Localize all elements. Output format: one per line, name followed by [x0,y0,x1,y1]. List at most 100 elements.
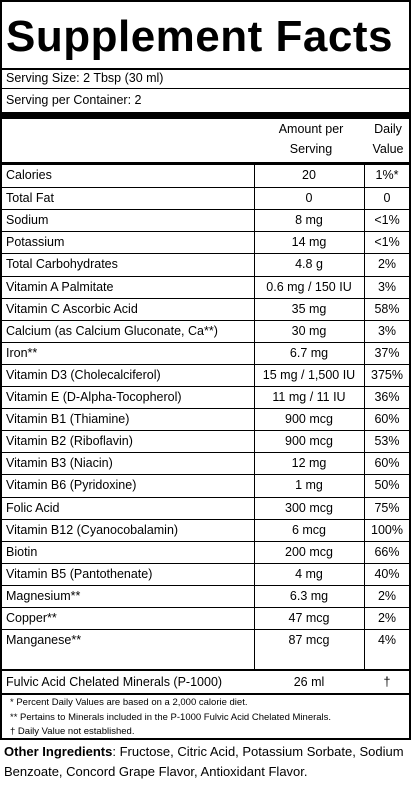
nutrient-amount: 12 mg [291,456,327,471]
nutrient-daily-value: 53% [374,434,400,449]
daily-value-header: Daily Value [372,122,404,156]
nutrient-name: Vitamin E (D-Alpha-Tocopherol) [6,390,182,404]
nutrient-row: Calories 20 1%* [2,165,409,187]
nutrient-row: Sodium 8 mg <1% [2,209,409,231]
nutrient-amount: 30 mg [291,323,327,338]
dv-column-divider [364,165,365,671]
nutrient-name: Total Fat [6,191,54,206]
nutrient-name: Potassium [6,235,65,250]
nutrient-row: Manganese** 87 mcg 4% [2,629,409,651]
footnote-minerals: ** Pertains to Minerals included in the … [10,712,332,723]
nutrient-daily-value: 58% [374,301,400,316]
fulvic-acid-row: Fulvic Acid Chelated Minerals (P-1000) 2… [2,671,409,693]
nutrient-amount: 11 mg / 11 IU [272,390,346,404]
nutrient-daily-value: 37% [374,345,400,360]
nutrient-amount: 87 mcg [288,633,330,648]
nutrient-row: Total Carbohydrates 4.8 g 2% [2,253,409,275]
nutrient-amount: 0.6 mg / 150 IU [266,279,352,294]
serving-divider [2,88,409,89]
nutrient-amount: 0 [305,191,313,206]
nutrient-name: Calories [6,168,52,182]
nutrient-amount: 4.8 g [295,257,323,272]
nutrient-name: Magnesium** [6,588,81,603]
nutrient-row: Vitamin B12 (Cyanocobalamin) 6 mcg 100% [2,518,409,541]
nutrient-daily-value: 375% [371,367,403,382]
nutrient-name: Vitamin B6 (Pyridoxine) [6,478,137,493]
nutrient-daily-value: 66% [374,544,400,559]
nutrient-daily-value: 40% [374,566,400,581]
nutrient-amount: 900 mcg [285,434,333,449]
nutrient-amount: 1 mg [295,478,323,493]
servings-per-container: Serving per Container: 2 [6,93,142,107]
nutrient-amount: 200 mcg [285,544,333,559]
nutrient-name: Vitamin A Palmitate [6,279,114,294]
nutrient-row: Copper** 47 mcg 2% [2,607,409,629]
nutrient-row: Total Fat 0 0 [2,187,409,209]
nutrient-daily-value: 1%* [375,168,399,182]
nutrient-row: Iron** 6.7 mg 37% [2,341,409,364]
nutrient-row: Vitamin A Palmitate 0.6 mg / 150 IU 3% [2,275,409,298]
nutrient-daily-value: 3% [377,279,397,294]
nutrient-daily-value: 60% [374,412,400,427]
footnote-dv-not-established: † Daily Value not established. [10,726,135,737]
nutrient-name: Vitamin B5 (Pantothenate) [6,566,153,581]
nutrient-daily-value: 2% [377,588,397,603]
amount-per-serving-header: Amount per Serving [278,122,344,156]
nutrient-amount: 4 mg [295,566,323,581]
nutrient-daily-value: 4% [377,633,397,648]
nutrient-amount: 14 mg [291,235,327,250]
header-divider [2,162,409,165]
nutrient-daily-value: † [383,675,391,689]
nutrient-daily-value: 60% [374,456,400,471]
nutrient-daily-value: 75% [374,500,400,515]
serving-size: Serving Size: 2 Tbsp (30 ml) [6,71,164,85]
nutrient-amount: 20 [302,168,316,182]
nutrient-row: Magnesium** 6.3 mg 2% [2,584,409,607]
nutrient-row: Biotin 200 mcg 66% [2,540,409,563]
nutrient-row: Calcium (as Calcium Gluconate, Ca**) 30 m… [2,319,409,342]
nutrient-daily-value: 50% [374,478,400,493]
nutrient-name: Vitamin B2 (Riboflavin) [6,434,133,449]
nutrient-daily-value: 2% [377,257,397,272]
nutrient-daily-value: 2% [377,611,397,625]
nutrient-name: Vitamin D3 (Cholecalciferol) [6,367,161,382]
other-ingredients-label: Other Ingredients [4,744,113,759]
nutrient-amount: 6.7 mg [289,345,329,360]
other-ingredients-text: : Fructose, Citric Acid, Potassium Sorba… [4,744,404,779]
nutrient-name: Manganese** [6,633,82,648]
footnote-percent-dv: * Percent Daily Values are based on a 2,… [10,697,248,708]
nutrient-daily-value: 0 [383,191,391,206]
nutrient-amount: 300 mcg [285,500,333,515]
nutrient-row: Vitamin B3 (Niacin) 12 mg 60% [2,452,409,474]
nutrient-row: Potassium 14 mg <1% [2,231,409,253]
supplement-facts-panel: Supplement Facts Serving Size: 2 Tbsp (3… [0,0,411,740]
nutrient-daily-value: 3% [377,323,397,338]
nutrient-row: Vitamin B1 (Thiamine) 900 mcg 60% [2,408,409,430]
nutrient-name: Biotin [6,544,38,559]
nutrient-daily-value: <1% [374,235,400,250]
footnote-divider [2,693,409,695]
nutrient-name: Total Carbohydrates [6,257,118,272]
nutrient-amount: 15 mg / 1,500 IU [262,367,356,382]
nutrient-row: Vitamin C Ascorbic Acid 35 mg 58% [2,297,409,320]
nutrient-row: Vitamin D3 (Cholecalciferol) 15 mg / 1,50… [2,363,409,386]
nutrient-row: Vitamin B5 (Pantothenate) 4 mg 40% [2,562,409,585]
panel-title: Supplement Facts [6,12,393,61]
heavy-divider-middle [2,669,409,671]
nutrient-name: Vitamin B3 (Niacin) [6,456,113,471]
nutrient-amount: 26 ml [293,675,325,689]
nutrient-daily-value: 100% [371,522,403,537]
nutrient-row: Vitamin E (D-Alpha-Tocopherol) 11 mg / 11… [2,386,409,408]
title-divider [2,68,409,70]
nutrient-name: Vitamin B12 (Cyanocobalamin) [6,522,179,537]
nutrient-name: Vitamin C Ascorbic Acid [6,301,138,316]
nutrient-name: Calcium (as Calcium Gluconate, Ca**) [6,323,218,338]
nutrient-row: Vitamin B2 (Riboflavin) 900 mcg 53% [2,430,409,452]
nutrient-row: Folic Acid 300 mcg 75% [2,496,409,519]
nutrient-amount: 35 mg [291,301,327,316]
heavy-divider-top [2,112,409,119]
nutrient-name: Fulvic Acid Chelated Minerals (P-1000) [6,675,223,689]
nutrient-daily-value: 36% [374,390,400,404]
amount-column-divider [254,165,255,671]
nutrient-name: Folic Acid [6,500,60,515]
